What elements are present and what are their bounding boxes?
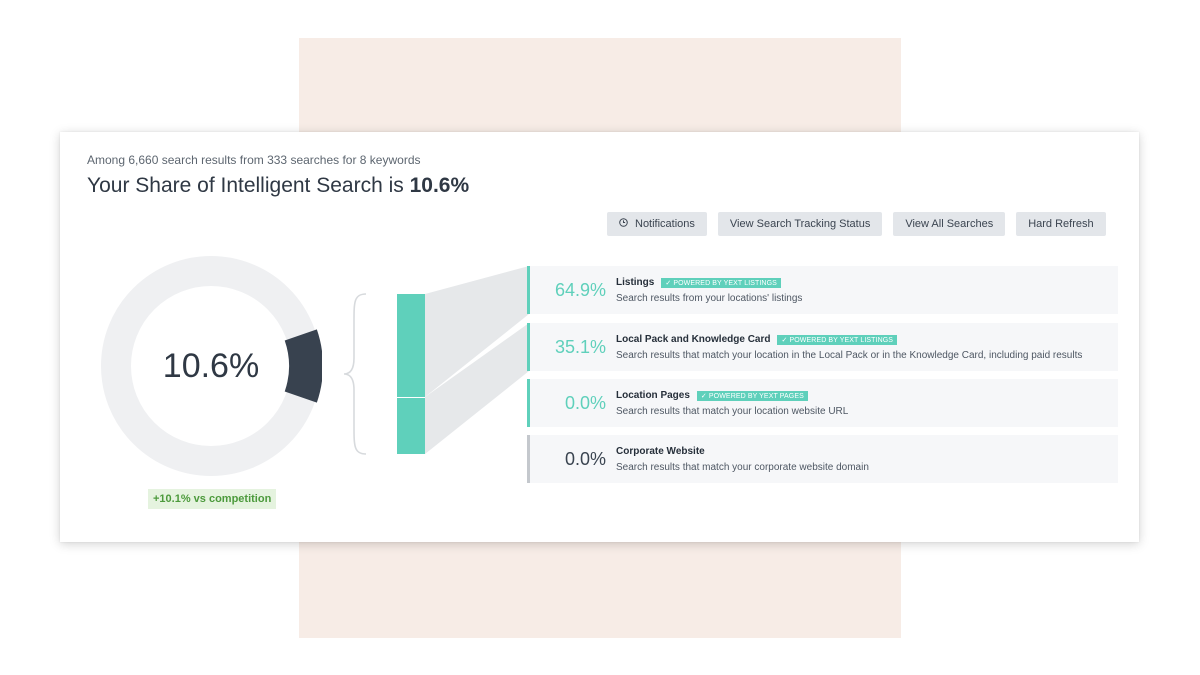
search-share-card: Among 6,660 search results from 333 sear… [60, 132, 1139, 542]
row-percentage: 35.1% [554, 336, 606, 357]
row-title: Corporate Website [616, 446, 705, 457]
breakdown-stack-bar [397, 294, 425, 454]
donut-value: 10.6% [162, 346, 260, 385]
breakdown-row-local-pack: 35.1% Local Pack and Knowledge Card ✓ PO… [527, 323, 1118, 371]
powered-by-badge: ✓ POWERED BY YEXT LISTINGS [777, 334, 898, 345]
row-title-text: Listings [616, 277, 655, 288]
connector-local-pack [425, 323, 529, 454]
row-title-text: Corporate Website [616, 446, 705, 457]
row-title: Location Pages ✓ POWERED BY YEXT PAGES [616, 390, 808, 401]
breakdown-row-listings: 64.9% Listings ✓ POWERED BY YEXT LISTING… [527, 266, 1118, 314]
row-description: Search results that match your location … [616, 350, 1083, 361]
powered-by-badge: ✓ POWERED BY YEXT LISTINGS [661, 277, 781, 288]
toolbar: Notifications View Search Tracking Statu… [607, 212, 1106, 236]
row-percentage: 64.9% [554, 279, 606, 300]
connector-funnel [425, 266, 529, 454]
row-description: Search results that match your location … [616, 406, 849, 417]
row-title: Local Pack and Knowledge Card ✓ POWERED … [616, 334, 898, 345]
breakdown-row-location-pages: 0.0% Location Pages ✓ POWERED BY YEXT PA… [527, 379, 1118, 427]
row-title-text: Local Pack and Knowledge Card [616, 334, 771, 345]
page-title: Your Share of Intelligent Search is 10.6… [87, 174, 469, 198]
row-percentage: 0.0% [564, 392, 606, 413]
stack-divider [397, 397, 425, 398]
donut-share-segment [284, 329, 323, 403]
headline-text: Your Share of Intelligent Search is [87, 174, 404, 197]
competition-badge: +10.1% vs competition [148, 489, 277, 509]
row-percentage: 0.0% [564, 448, 606, 469]
connector-listings [425, 266, 529, 397]
row-title: Listings ✓ POWERED BY YEXT LISTINGS [616, 277, 781, 288]
search-summary: Among 6,660 search results from 333 sear… [87, 153, 421, 167]
hard-refresh-button[interactable]: Hard Refresh [1016, 212, 1106, 236]
brace-icon [343, 293, 367, 455]
view-search-tracking-status-button[interactable]: View Search Tracking Status [717, 212, 883, 236]
stack-segment-listings [397, 294, 425, 397]
notifications-button[interactable]: Notifications [607, 212, 707, 236]
row-description: Search results from your locations' list… [616, 293, 803, 304]
breakdown-row-corporate-website: 0.0% Corporate Website Search results th… [527, 435, 1118, 483]
headline-value: 10.6% [409, 174, 470, 197]
row-title-text: Location Pages [616, 390, 690, 401]
donut-svg [101, 256, 323, 476]
clock-icon [619, 218, 628, 230]
share-donut-chart: 10.6% [100, 255, 323, 477]
notifications-label: Notifications [635, 218, 695, 230]
view-all-searches-button[interactable]: View All Searches [893, 212, 1006, 236]
powered-by-badge: ✓ POWERED BY YEXT PAGES [696, 390, 808, 401]
stack-segment-local-pack [397, 397, 425, 454]
row-description: Search results that match your corporate… [616, 462, 869, 473]
